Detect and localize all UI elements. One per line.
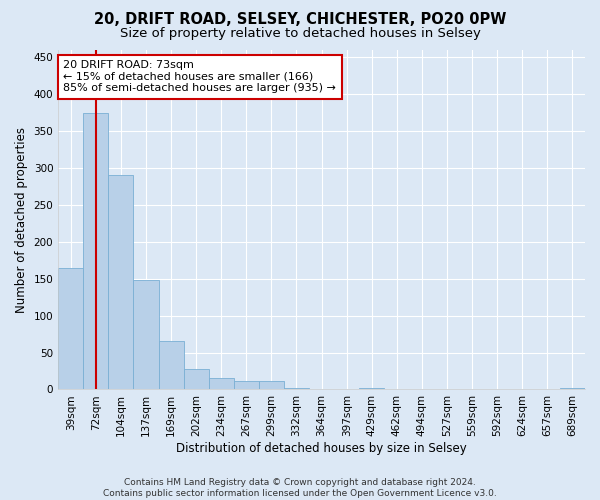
Bar <box>234 380 259 390</box>
Bar <box>259 382 284 390</box>
Bar <box>284 388 309 390</box>
Bar <box>109 176 133 390</box>
Bar <box>133 280 158 390</box>
Bar <box>560 388 585 390</box>
Text: Contains HM Land Registry data © Crown copyright and database right 2024.
Contai: Contains HM Land Registry data © Crown c… <box>103 478 497 498</box>
Bar <box>158 342 184 390</box>
Y-axis label: Number of detached properties: Number of detached properties <box>15 126 28 312</box>
Text: 20, DRIFT ROAD, SELSEY, CHICHESTER, PO20 0PW: 20, DRIFT ROAD, SELSEY, CHICHESTER, PO20… <box>94 12 506 28</box>
Text: 20 DRIFT ROAD: 73sqm
← 15% of detached houses are smaller (166)
85% of semi-deta: 20 DRIFT ROAD: 73sqm ← 15% of detached h… <box>64 60 337 94</box>
Bar <box>83 112 109 390</box>
X-axis label: Distribution of detached houses by size in Selsey: Distribution of detached houses by size … <box>176 442 467 455</box>
Bar <box>58 268 83 390</box>
Bar <box>359 388 385 390</box>
Text: Size of property relative to detached houses in Selsey: Size of property relative to detached ho… <box>119 28 481 40</box>
Bar <box>209 378 234 390</box>
Bar <box>184 369 209 390</box>
